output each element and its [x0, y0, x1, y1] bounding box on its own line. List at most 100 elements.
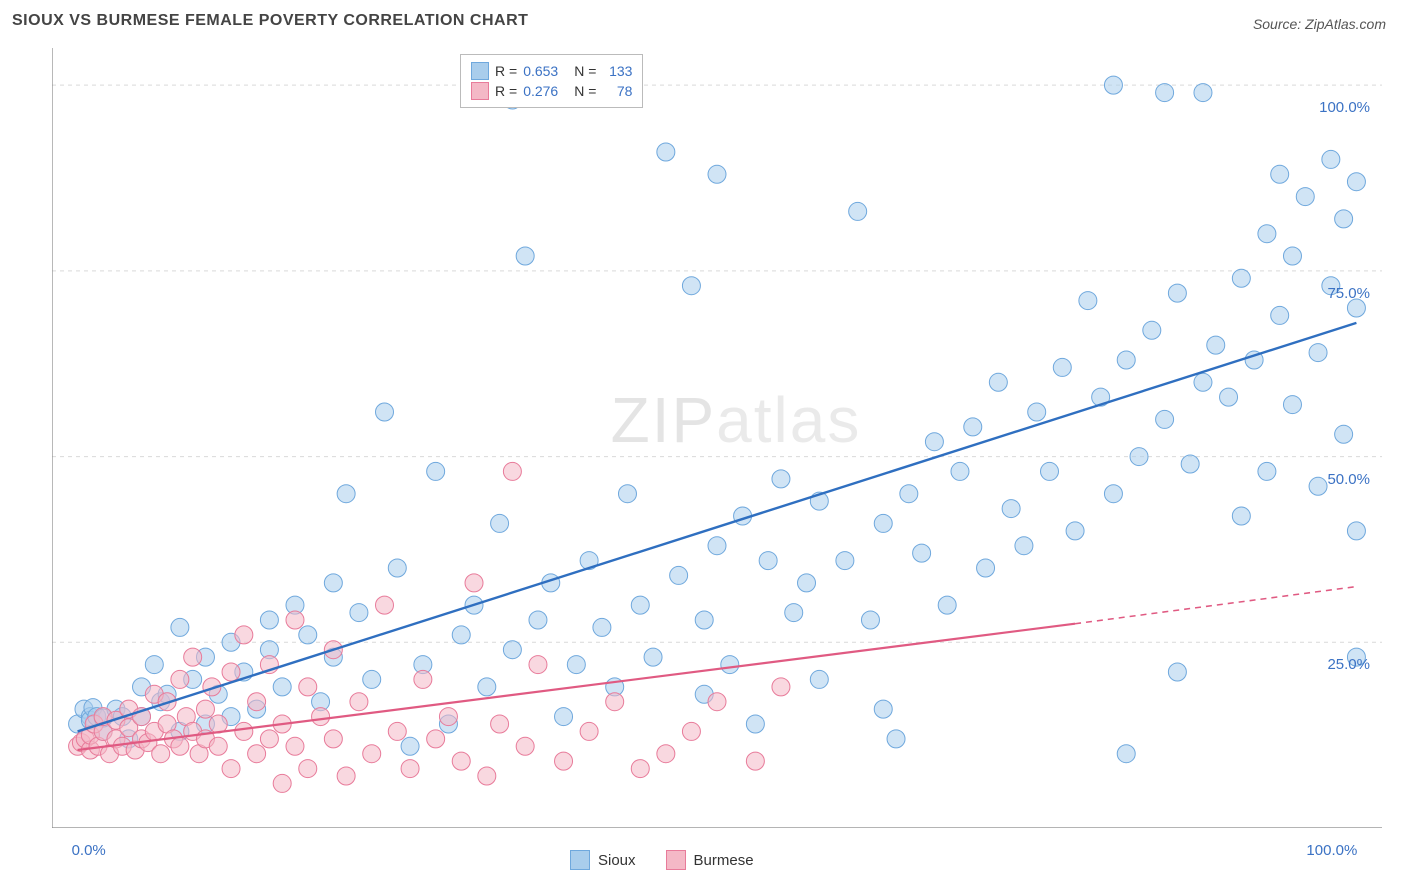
- data-point: [1002, 500, 1020, 518]
- data-point: [145, 656, 163, 674]
- data-point: [152, 745, 170, 763]
- legend-row: R =0.276N =78: [471, 81, 632, 101]
- data-point: [1232, 269, 1250, 287]
- data-point: [1322, 150, 1340, 168]
- data-point: [516, 737, 534, 755]
- plot-area: ZIPatlas 25.0%50.0%75.0%100.0%: [52, 48, 1382, 828]
- data-point: [1168, 663, 1186, 681]
- data-point: [759, 552, 777, 570]
- data-point: [1156, 84, 1174, 102]
- legend-r-value: 0.276: [523, 83, 558, 99]
- data-point: [1015, 537, 1033, 555]
- data-point: [235, 722, 253, 740]
- legend-r-label: R =: [495, 83, 517, 99]
- data-point: [746, 715, 764, 733]
- data-point: [1194, 373, 1212, 391]
- data-point: [299, 760, 317, 778]
- data-point: [1258, 462, 1276, 480]
- data-point: [708, 165, 726, 183]
- data-point: [1271, 306, 1289, 324]
- data-point: [516, 247, 534, 265]
- data-point: [337, 767, 355, 785]
- data-point: [465, 574, 483, 592]
- data-point: [746, 752, 764, 770]
- data-point: [350, 604, 368, 622]
- data-point: [286, 737, 304, 755]
- y-tick-label: 100.0%: [1319, 99, 1370, 116]
- data-point: [989, 373, 1007, 391]
- data-point: [798, 574, 816, 592]
- data-point: [478, 767, 496, 785]
- data-point: [580, 722, 598, 740]
- data-point: [363, 670, 381, 688]
- data-point: [708, 537, 726, 555]
- data-point: [376, 596, 394, 614]
- data-point: [171, 618, 189, 636]
- data-point: [925, 433, 943, 451]
- data-point: [606, 693, 624, 711]
- data-point: [1296, 188, 1314, 206]
- data-point: [887, 730, 905, 748]
- y-tick-label: 50.0%: [1327, 471, 1370, 488]
- legend-n-value: 78: [602, 83, 632, 99]
- data-point: [721, 656, 739, 674]
- data-point: [1104, 485, 1122, 503]
- plot-svg: [52, 48, 1382, 828]
- data-point: [1156, 410, 1174, 428]
- data-point: [1347, 522, 1365, 540]
- data-point: [938, 596, 956, 614]
- data-point: [273, 678, 291, 696]
- data-point: [631, 596, 649, 614]
- data-point: [248, 693, 266, 711]
- data-point: [772, 678, 790, 696]
- data-point: [1066, 522, 1084, 540]
- data-point: [682, 722, 700, 740]
- data-point: [184, 648, 202, 666]
- data-point: [1194, 84, 1212, 102]
- data-point: [631, 760, 649, 778]
- data-point: [248, 745, 266, 763]
- data-point: [874, 514, 892, 532]
- data-point: [324, 730, 342, 748]
- data-point: [1104, 76, 1122, 94]
- legend-r-label: R =: [495, 63, 517, 79]
- data-point: [810, 670, 828, 688]
- data-point: [529, 611, 547, 629]
- data-point: [491, 514, 509, 532]
- data-point: [593, 618, 611, 636]
- source-label: Source: ZipAtlas.com: [1253, 16, 1386, 32]
- data-point: [478, 678, 496, 696]
- data-point: [363, 745, 381, 763]
- data-point: [427, 462, 445, 480]
- data-point: [1258, 225, 1276, 243]
- data-point: [1309, 477, 1327, 495]
- data-point: [491, 715, 509, 733]
- data-point: [337, 485, 355, 503]
- data-point: [260, 611, 278, 629]
- data-point: [324, 574, 342, 592]
- data-point: [1079, 292, 1097, 310]
- data-point: [1028, 403, 1046, 421]
- data-point: [951, 462, 969, 480]
- data-point: [388, 559, 406, 577]
- legend-row: R =0.653N =133: [471, 61, 632, 81]
- data-point: [235, 626, 253, 644]
- data-point: [670, 566, 688, 584]
- data-point: [401, 737, 419, 755]
- data-point: [286, 611, 304, 629]
- legend-n-label: N =: [574, 63, 596, 79]
- data-point: [171, 670, 189, 688]
- data-point: [1283, 396, 1301, 414]
- data-point: [452, 626, 470, 644]
- data-point: [503, 462, 521, 480]
- x-tick-label: 100.0%: [1306, 842, 1357, 859]
- data-point: [836, 552, 854, 570]
- data-point: [529, 656, 547, 674]
- data-point: [900, 485, 918, 503]
- data-point: [273, 774, 291, 792]
- data-point: [977, 559, 995, 577]
- legend-swatch: [471, 82, 489, 100]
- data-point: [1041, 462, 1059, 480]
- trend-line-extrapolated: [1075, 587, 1356, 624]
- data-point: [874, 700, 892, 718]
